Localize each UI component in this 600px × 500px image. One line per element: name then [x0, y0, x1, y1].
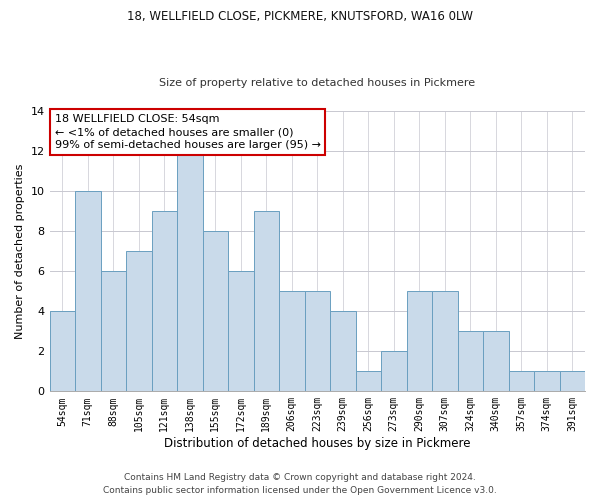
Y-axis label: Number of detached properties: Number of detached properties [15, 164, 25, 339]
Bar [483, 332, 509, 392]
Bar [152, 211, 177, 392]
X-axis label: Distribution of detached houses by size in Pickmere: Distribution of detached houses by size … [164, 437, 470, 450]
Text: 18 WELLFIELD CLOSE: 54sqm
← <1% of detached houses are smaller (0)
99% of semi-d: 18 WELLFIELD CLOSE: 54sqm ← <1% of detac… [55, 114, 321, 150]
Bar [279, 291, 305, 392]
Text: Contains HM Land Registry data © Crown copyright and database right 2024.
Contai: Contains HM Land Registry data © Crown c… [103, 474, 497, 495]
Bar [458, 332, 483, 392]
Bar [305, 291, 330, 392]
Bar [432, 291, 458, 392]
Bar [126, 251, 152, 392]
Bar [177, 151, 203, 392]
Bar [534, 372, 560, 392]
Bar [101, 271, 126, 392]
Title: Size of property relative to detached houses in Pickmere: Size of property relative to detached ho… [159, 78, 475, 88]
Bar [203, 231, 228, 392]
Text: 18, WELLFIELD CLOSE, PICKMERE, KNUTSFORD, WA16 0LW: 18, WELLFIELD CLOSE, PICKMERE, KNUTSFORD… [127, 10, 473, 23]
Bar [330, 311, 356, 392]
Bar [356, 372, 381, 392]
Bar [560, 372, 585, 392]
Bar [509, 372, 534, 392]
Bar [407, 291, 432, 392]
Bar [228, 271, 254, 392]
Bar [75, 191, 101, 392]
Bar [50, 311, 75, 392]
Bar [381, 352, 407, 392]
Bar [254, 211, 279, 392]
